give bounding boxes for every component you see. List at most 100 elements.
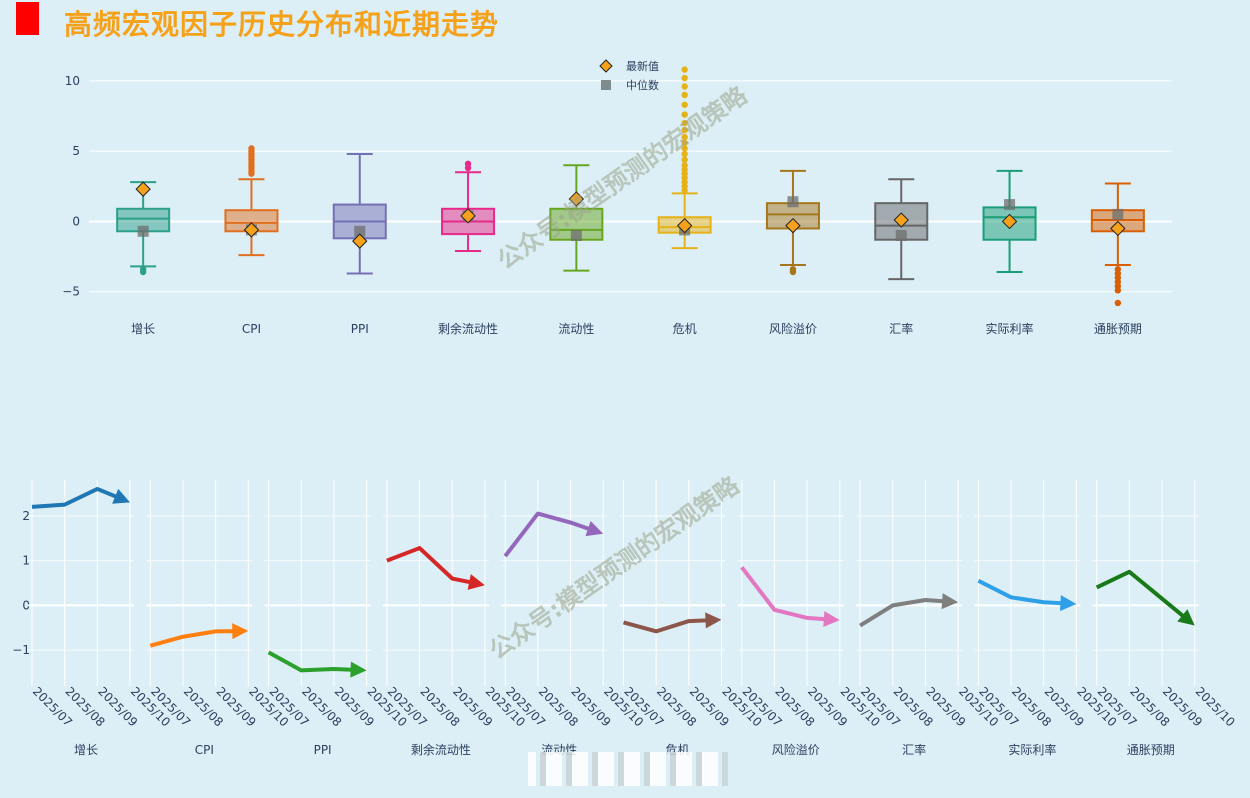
arrow-head [1177,609,1195,626]
y-tick-label: 2 [22,509,30,523]
box-4: 剩余流动性 [438,160,498,336]
box-10: 通胀预期 [1090,182,1145,336]
box-8: 汇率 [874,178,929,336]
panel-label: 通胀预期 [1127,743,1175,757]
outlier-point [681,162,688,169]
box-7: 风险溢价 [765,169,820,336]
category-label: CPI [242,322,261,336]
square-icon [601,80,611,90]
series-line [31,486,120,509]
outlier-point [1114,287,1122,294]
outlier-point [681,150,688,158]
box-1: 增长 [116,181,171,336]
outlier-point [681,91,688,99]
latest-marker [785,217,801,234]
box-plot-chart: −5 0 5 10 增长 CPI PPI 剩余流动性 流动性 危机 风险溢价 汇率 实际利率 通胀预期 最新… [62,59,1172,336]
category-label: 增长 [131,322,155,336]
outlier-point [681,156,688,163]
series-line [740,566,828,622]
blurred-overlay [528,752,728,786]
series-line [859,598,947,628]
category-label: 剩余流动性 [438,321,498,336]
series-line [977,578,1065,606]
y-tick-label: −5 [62,285,80,299]
median-marker [1004,199,1016,211]
latest-marker [460,208,476,224]
panel-label: PPI [314,743,332,757]
category-label: 风险溢价 [769,321,817,336]
box-2: CPI [224,145,279,336]
median-marker [137,225,149,237]
arrow-head [941,593,959,610]
category-label: 流动性 [558,322,594,336]
category-label: 汇率 [889,321,913,336]
legend-latest-label: 最新值 [626,59,659,73]
arrow-head [1059,595,1077,612]
arrow-head [585,520,604,537]
arrow-head [705,612,722,629]
page-title: 高频宏观因子历史分布和近期走势 [64,8,500,41]
category-label: PPI [351,322,369,336]
category-label: 危机 [673,322,697,336]
category-label: 通胀预期 [1094,322,1142,336]
latest-marker [1110,220,1126,237]
latest-marker [243,222,260,238]
outlier-point [681,101,688,108]
latest-marker [352,233,368,249]
arrow-head [350,661,367,678]
series-line [1095,569,1187,620]
y-tick-label: 0 [72,214,80,228]
series-line [622,618,710,634]
title-accent-bar [16,2,39,35]
watermark: 公众号:模型预测的宏观策略 [484,471,745,665]
outlier-point [681,66,688,73]
series-line [267,650,355,673]
outlier-point [248,145,255,152]
y-tick-label: 5 [72,144,80,158]
panel-label: 剩余流动性 [411,742,471,757]
diamond-icon [599,59,613,73]
outlier-point [464,160,472,168]
watermark: 公众号:模型预测的宏观策略 [492,81,753,275]
category-label: 实际利率 [986,321,1034,336]
outlier-point [1114,299,1122,307]
outlier-point [139,268,147,276]
median-marker [787,196,799,208]
series-line [149,629,237,648]
outlier-point [681,74,688,82]
outlier-point [681,133,688,141]
box-3: PPI [332,152,387,336]
panel-label: 增长 [74,743,98,757]
latest-marker [1001,213,1018,230]
panel-label: 风险溢价 [772,742,820,757]
outlier-point [681,119,688,127]
outlier-point [789,268,797,276]
y-tick-label: 0 [22,598,30,612]
median-marker [570,229,582,241]
box-9: 实际利率 [982,169,1037,336]
latest-marker [893,212,909,228]
legend-median-label: 中位数 [626,78,659,92]
latest-marker [135,181,151,197]
outlier-point [681,145,688,152]
y-tick-label: −1 [12,643,30,657]
box-5: 流动性 [549,164,604,336]
y-tick-label: 10 [65,74,80,88]
panel-label: 汇率 [902,742,926,757]
box-6: 危机 [657,66,712,336]
panel-label: 实际利率 [1008,742,1056,757]
arrow-head [232,623,249,640]
median-marker [1112,208,1124,220]
series-line [386,546,474,585]
arrow-head [467,574,485,590]
small-multiples-chart: −10122025/072025/082025/092025/10增长2025/… [12,480,1238,757]
outlier-point [681,111,688,118]
panel-label: CPI [195,743,214,757]
outlier-point [681,139,688,146]
latest-marker [568,191,585,207]
arrow-head [823,611,840,628]
y-tick-label: 1 [22,554,30,568]
